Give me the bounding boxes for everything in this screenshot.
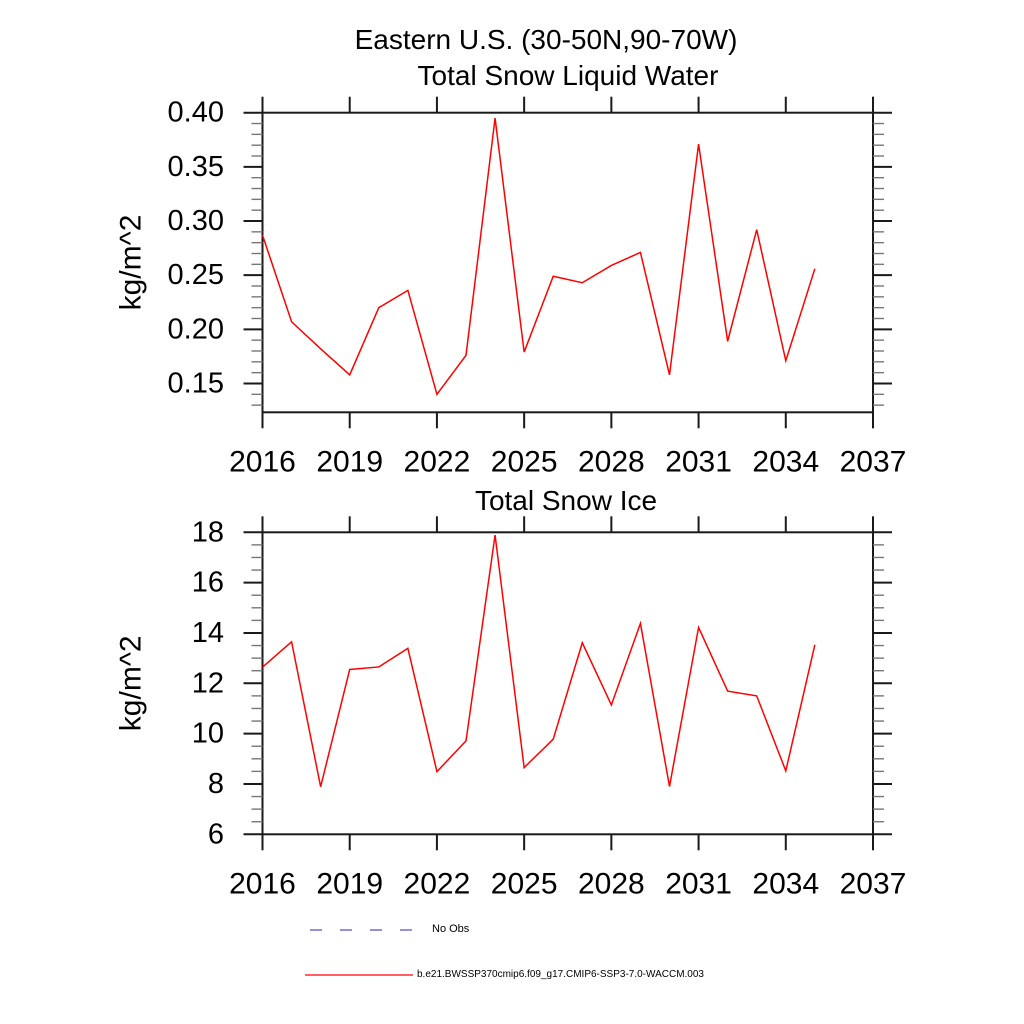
- x-tick-label: 2019: [316, 868, 383, 901]
- y-tick-label: 0.25: [168, 259, 224, 291]
- y-tick-label: 0.40: [168, 97, 224, 129]
- x-tick-label: 2034: [752, 446, 819, 479]
- y-tick-label: 8: [208, 768, 224, 800]
- x-tick-label: 2028: [578, 868, 645, 901]
- x-tick-label: 2031: [665, 868, 732, 901]
- x-tick-label: 2028: [578, 446, 645, 479]
- x-tick-label: 2037: [840, 868, 907, 901]
- x-tick-label: 2031: [665, 446, 732, 479]
- y-tick-label: 12: [192, 667, 224, 699]
- main-title: Eastern U.S. (30-50N,90-70W): [354, 24, 738, 55]
- plot-frame: [261, 531, 874, 836]
- x-tick-label: 2016: [229, 446, 296, 479]
- data-line-series: [262, 534, 816, 787]
- chart1-title: Total Snow Liquid Water: [417, 60, 719, 91]
- chart2-title: Total Snow Ice: [474, 485, 658, 516]
- x-tick-label: 2034: [752, 868, 819, 901]
- y-tick-label: 0.15: [168, 367, 224, 399]
- x-tick-label: 2037: [840, 446, 907, 479]
- chart-2: 2016 2019 2022 2025 2028 2031 2034 2037 6 8 10 12 14…: [115, 516, 907, 901]
- y-axis-unit-label: kg/m^2: [115, 215, 148, 311]
- legend-label-no-obs: No Obs: [432, 923, 470, 935]
- legend: [305, 929, 428, 976]
- x-tick-label: 2025: [491, 446, 558, 479]
- x-tick-label: 2022: [404, 446, 471, 479]
- x-tick-label: 2025: [491, 868, 558, 901]
- plot-frame: [261, 111, 874, 414]
- y-tick-label: 0.35: [168, 151, 224, 183]
- x-tick-label: 2019: [316, 446, 383, 479]
- y-axis-unit-label: kg/m^2: [115, 635, 148, 731]
- y-tick-label: 6: [208, 818, 224, 850]
- y-tick-label: 0.30: [168, 205, 224, 237]
- legend-label-model-run: b.e21.BWSSP370cmip6.f09_g17.CMIP6-SSP3-7…: [417, 969, 704, 980]
- y-tick-label: 16: [192, 567, 224, 599]
- y-tick-label: 0.20: [168, 313, 224, 345]
- x-tick-label: 2016: [229, 868, 296, 901]
- y-tick-label: 14: [192, 617, 224, 649]
- chart-1: 2016 2019 2022 2025 2028 2031 2034 2037 0.15 0.20…: [115, 96, 907, 479]
- x-tick-label: 2022: [404, 868, 471, 901]
- data-line-series: [261, 118, 816, 396]
- y-tick-label: 18: [192, 516, 224, 548]
- y-tick-label: 10: [192, 718, 224, 750]
